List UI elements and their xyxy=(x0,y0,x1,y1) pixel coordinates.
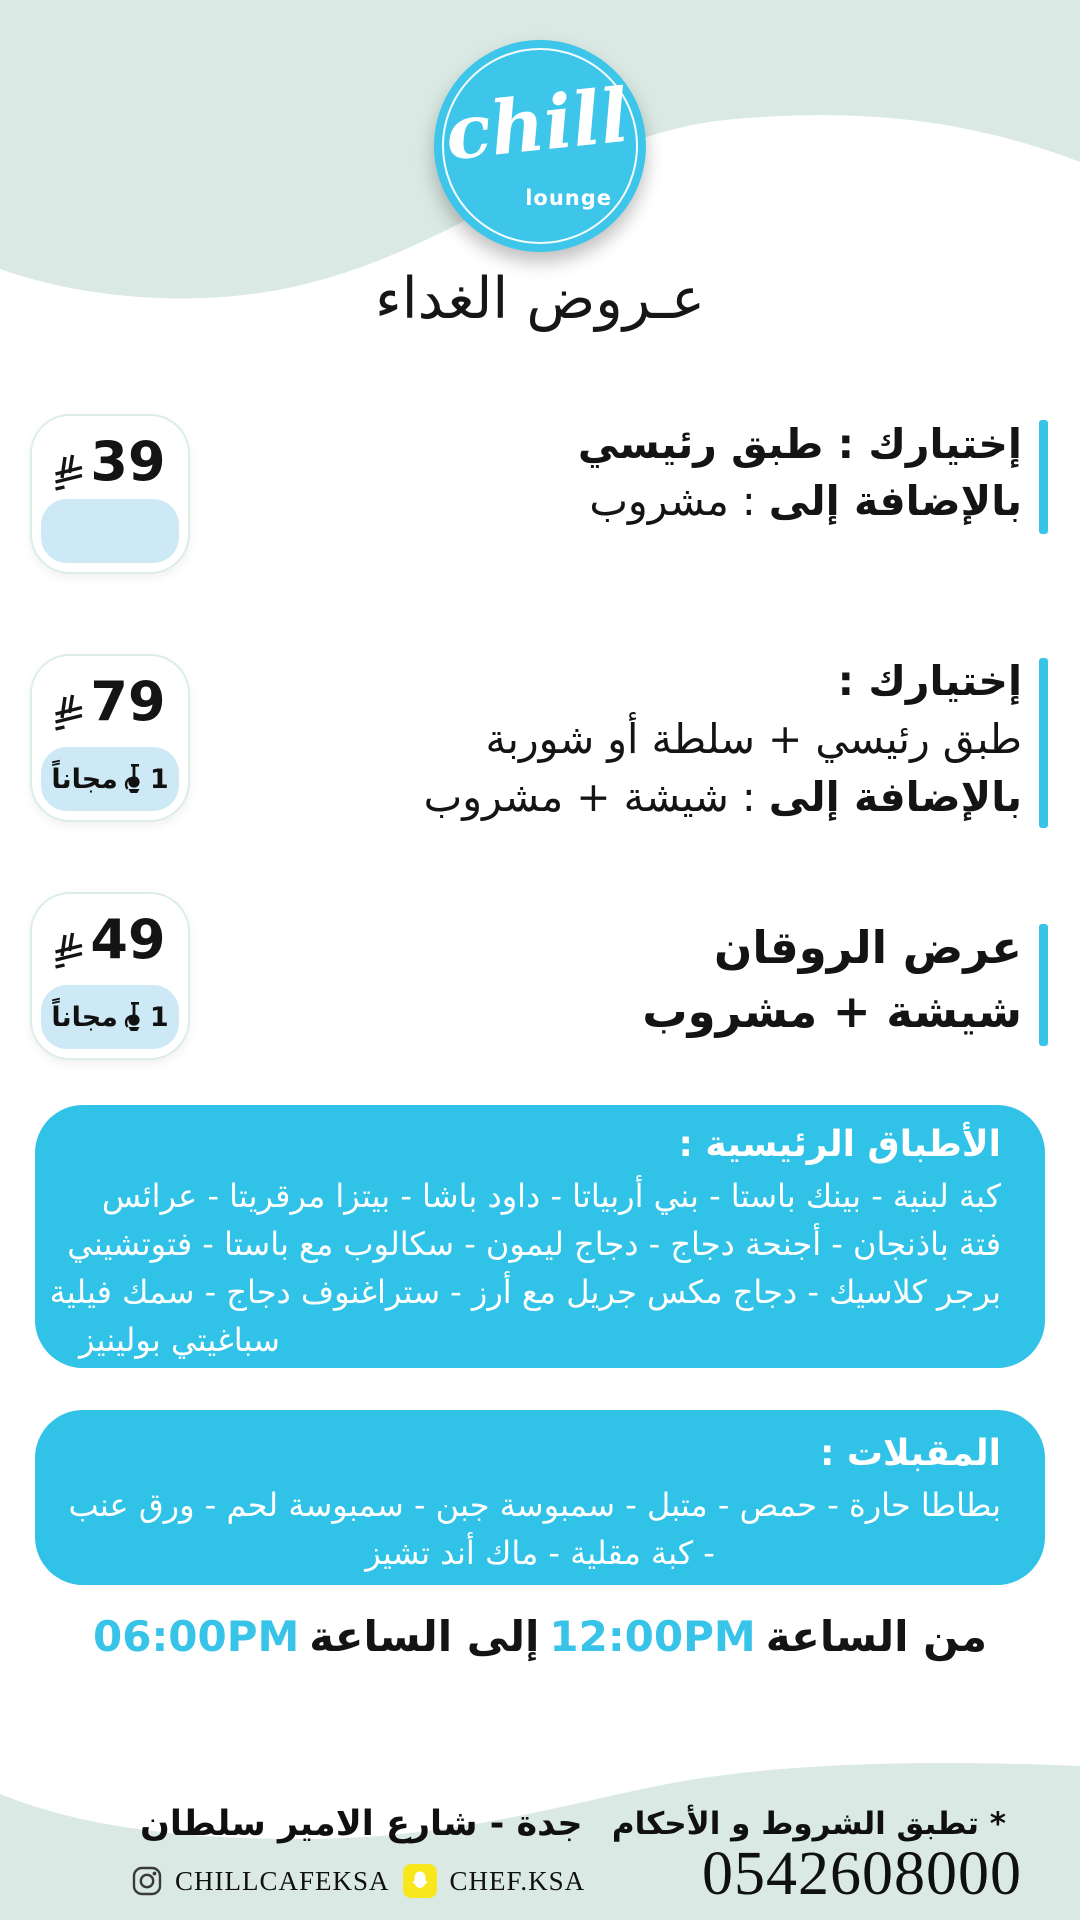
menu-line: بطاطا حارة - حمص - متبل - سمبوسة جبن - س… xyxy=(68,1486,1001,1524)
offer-line: عرض الروقان xyxy=(714,921,1022,974)
price-value: 39 xyxy=(90,430,166,493)
main-dishes-title: الأطباق الرئيسية : xyxy=(678,1124,1001,1165)
accent-bar xyxy=(1039,658,1048,828)
brand-logo: chill lounge xyxy=(434,40,646,252)
offer-2-text: إختيارك : طبق رئيسي + سلطة أو شوربة بالإ… xyxy=(424,652,1022,826)
free-item-pill xyxy=(41,499,179,563)
free-item-pill: 1 مجاناً xyxy=(41,747,179,811)
offer-line: بالإضافة إلى : مشروب xyxy=(589,477,1022,525)
offer-line: إختيارك : طبق رئيسي xyxy=(577,420,1022,468)
saudi-riyal-icon xyxy=(55,454,83,491)
offer-line: إختيارك : xyxy=(837,657,1022,705)
free-qty: 1 xyxy=(149,1001,169,1033)
price-value: 79 xyxy=(90,670,166,733)
offer-line: شيشة + مشروب xyxy=(642,985,1022,1038)
menu-line: برجر كلاسيك - دجاج مكس جريل مع أرز - ستر… xyxy=(49,1273,1001,1311)
appetizers-section: المقبلات : بطاطا حارة - حمص - متبل - سمب… xyxy=(35,1410,1045,1585)
free-qty: 1 xyxy=(149,763,169,795)
free-item-pill: 1 مجاناً xyxy=(41,985,179,1049)
price-row: 79 xyxy=(32,672,188,732)
main-dishes-section: الأطباق الرئيسية : كبة لبنية - بينك باست… xyxy=(35,1105,1045,1368)
offer-line: طبق رئيسي + سلطة أو شوربة xyxy=(485,715,1022,763)
terms-note: * تطبق الشروط و الأحكام xyxy=(611,1806,1006,1842)
hours-from-time: 12:00PM xyxy=(549,1612,756,1661)
hookah-icon xyxy=(124,764,140,793)
snapchat-handle: CHEF.KSA xyxy=(449,1865,586,1896)
accent-bar xyxy=(1039,924,1048,1046)
hours-to-time: 06:00PM xyxy=(93,1612,300,1661)
saudi-riyal-icon xyxy=(55,694,83,731)
phone-number: 0542608000 xyxy=(702,1840,1022,1908)
price-value: 49 xyxy=(90,908,166,971)
opening-hours: من الساعة12:00PMإلى الساعة06:00PM xyxy=(0,1612,1080,1661)
logo-tagline: lounge xyxy=(525,186,612,210)
page-title: عـروض الغداء xyxy=(375,266,705,332)
snapchat-icon xyxy=(402,1864,437,1898)
logo-ring xyxy=(442,48,638,244)
instagram-handle: CHILLCAFEKSA xyxy=(175,1865,390,1896)
address: جدة - شارع الامير سلطان xyxy=(140,1804,583,1844)
price-badge-offer-1: 39 xyxy=(30,414,190,574)
offer-1-text: إختيارك : طبق رئيسي بالإضافة إلى : مشروب xyxy=(578,416,1022,530)
free-word: مجاناً xyxy=(51,763,118,795)
accent-bar xyxy=(1039,420,1048,534)
hours-prefix: من الساعة xyxy=(765,1612,987,1661)
social-row: CHILLCAFEKSA CHEF.KSA xyxy=(132,1864,585,1898)
free-word: مجاناً xyxy=(51,1001,118,1033)
menu-line: - كبة مقلية - ماك أند تشيز xyxy=(365,1534,715,1572)
price-row: 49 xyxy=(32,910,188,970)
appetizers-title: المقبلات : xyxy=(819,1433,1001,1474)
hookah-icon xyxy=(124,1002,140,1031)
offer-line: بالإضافة إلى : شيشة + مشروب xyxy=(423,773,1022,821)
saudi-riyal-icon xyxy=(55,932,83,969)
price-badge-offer-2: 79 1 مجاناً xyxy=(30,654,190,822)
menu-line: فتة باذنجان - أجنحة دجاج - دجاج ليمون - … xyxy=(67,1225,1001,1263)
menu-line: كبة لبنية - بينك باستا - بني أربياتا - د… xyxy=(101,1177,1001,1215)
instagram-icon xyxy=(132,1866,162,1896)
menu-line: سباغيتي بولينيز xyxy=(79,1321,280,1359)
offer-3-text: عرض الروقان شيشة + مشروب xyxy=(642,916,1022,1044)
price-row: 39 xyxy=(32,432,188,492)
price-badge-offer-3: 49 1 مجاناً xyxy=(30,892,190,1060)
footer-wave-decoration xyxy=(0,1763,1080,1920)
hours-middle: إلى الساعة xyxy=(309,1612,540,1661)
